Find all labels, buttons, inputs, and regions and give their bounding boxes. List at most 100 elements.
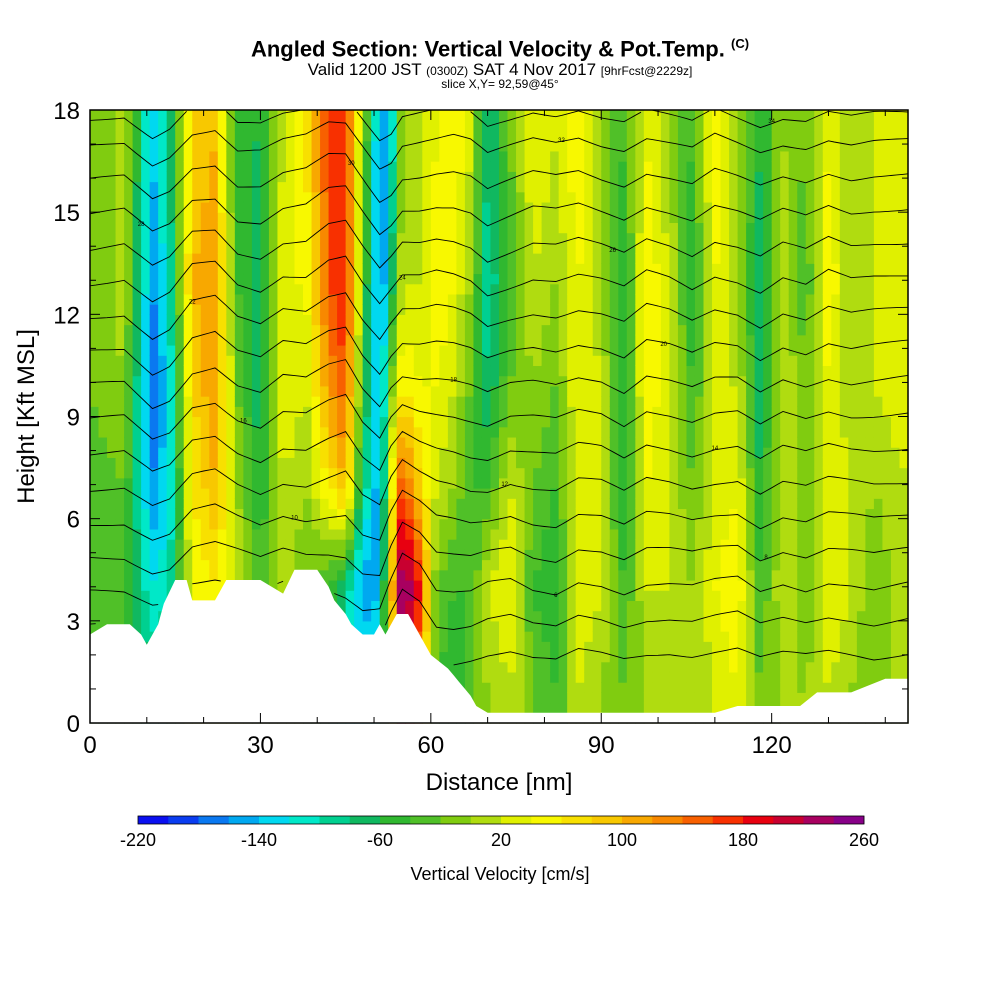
velocity-cell [618, 140, 628, 152]
velocity-cell [601, 314, 611, 326]
velocity-cell [166, 140, 176, 152]
velocity-cell [541, 569, 551, 581]
velocity-cell [141, 631, 151, 642]
velocity-cell [499, 528, 509, 540]
velocity-cell [584, 212, 594, 223]
velocity-cell [345, 549, 355, 561]
velocity-cell [107, 171, 117, 183]
velocity-cell [422, 518, 432, 530]
velocity-cell [754, 641, 764, 653]
velocity-cell [439, 631, 449, 642]
velocity-cell [226, 334, 236, 346]
velocity-cell [413, 150, 423, 162]
velocity-cell [124, 396, 134, 407]
velocity-cell [354, 549, 364, 561]
velocity-cell [626, 283, 636, 295]
velocity-cell [294, 181, 304, 193]
velocity-cell [754, 375, 764, 387]
velocity-cell [303, 559, 313, 571]
velocity-cell [311, 273, 321, 285]
velocity-cell [285, 181, 296, 193]
velocity-cell [669, 682, 679, 693]
velocity-cell [183, 375, 193, 387]
velocity-cell [379, 222, 389, 234]
velocity-cell [268, 406, 279, 418]
velocity-cell [643, 467, 653, 479]
velocity-cell [754, 253, 764, 264]
velocity-cell [643, 222, 653, 234]
velocity-cell [746, 191, 756, 203]
velocity-cell [609, 120, 619, 132]
velocity-cell [371, 528, 381, 540]
velocity-cell [243, 426, 253, 438]
velocity-cell [396, 375, 406, 387]
velocity-cell [354, 396, 364, 407]
velocity-cell [456, 283, 466, 295]
velocity-cell [354, 263, 364, 275]
velocity-cell [788, 140, 798, 152]
velocity-cell [345, 488, 355, 499]
velocity-cell [268, 191, 279, 203]
velocity-cell [311, 344, 321, 356]
velocity-cell [200, 130, 210, 142]
velocity-cell [558, 579, 568, 591]
velocity-cell [490, 150, 500, 162]
velocity-cell [175, 467, 185, 479]
velocity-cell [643, 304, 653, 315]
velocity-cell [490, 232, 500, 244]
velocity-cell [337, 569, 347, 581]
velocity-cell [379, 344, 389, 356]
velocity-cell [303, 242, 313, 254]
velocity-cell [430, 477, 440, 489]
velocity-cell [260, 304, 270, 315]
velocity-cell [268, 477, 279, 489]
velocity-cell [200, 110, 210, 121]
velocity-cell [592, 293, 602, 305]
velocity-cell [124, 273, 134, 285]
velocity-cell [422, 273, 432, 285]
velocity-cell [149, 518, 159, 530]
velocity-cell [379, 334, 389, 346]
velocity-cell [669, 528, 679, 540]
velocity-cell [601, 191, 611, 203]
velocity-cell [669, 702, 679, 714]
velocity-cell [533, 263, 543, 275]
velocity-cell [183, 150, 193, 162]
velocity-cell [303, 385, 313, 397]
velocity-cell [371, 600, 381, 612]
velocity-cell [533, 232, 543, 244]
velocity-cell [780, 426, 790, 438]
velocity-cell [473, 365, 483, 377]
velocity-cell [618, 447, 628, 458]
velocity-cell [516, 610, 526, 622]
velocity-cell [328, 508, 338, 520]
velocity-cell [677, 283, 688, 295]
velocity-cell [158, 600, 168, 612]
velocity-cell [379, 426, 389, 438]
velocity-cell [337, 579, 347, 591]
velocity-cell [677, 130, 688, 142]
velocity-cell [285, 161, 296, 172]
velocity-cell [541, 651, 551, 663]
velocity-cell [481, 181, 492, 193]
velocity-cell [354, 181, 364, 193]
velocity-cell [209, 385, 219, 397]
velocity-cell [141, 201, 151, 213]
velocity-cell [533, 641, 543, 653]
velocity-cell [158, 559, 168, 571]
velocity-cell [558, 406, 568, 418]
velocity-cell [149, 273, 159, 285]
velocity-cell [533, 140, 543, 152]
velocity-cell [507, 436, 517, 448]
velocity-cell [98, 508, 108, 520]
velocity-cell [584, 355, 594, 367]
velocity-cell [720, 518, 730, 530]
velocity-cell [703, 508, 713, 520]
velocity-cell [447, 569, 457, 581]
velocity-cell [669, 171, 679, 183]
velocity-cell [677, 171, 688, 183]
velocity-cell [652, 232, 662, 244]
velocity-cell [396, 253, 406, 264]
velocity-cell [643, 569, 653, 581]
velocity-cell [609, 488, 619, 499]
